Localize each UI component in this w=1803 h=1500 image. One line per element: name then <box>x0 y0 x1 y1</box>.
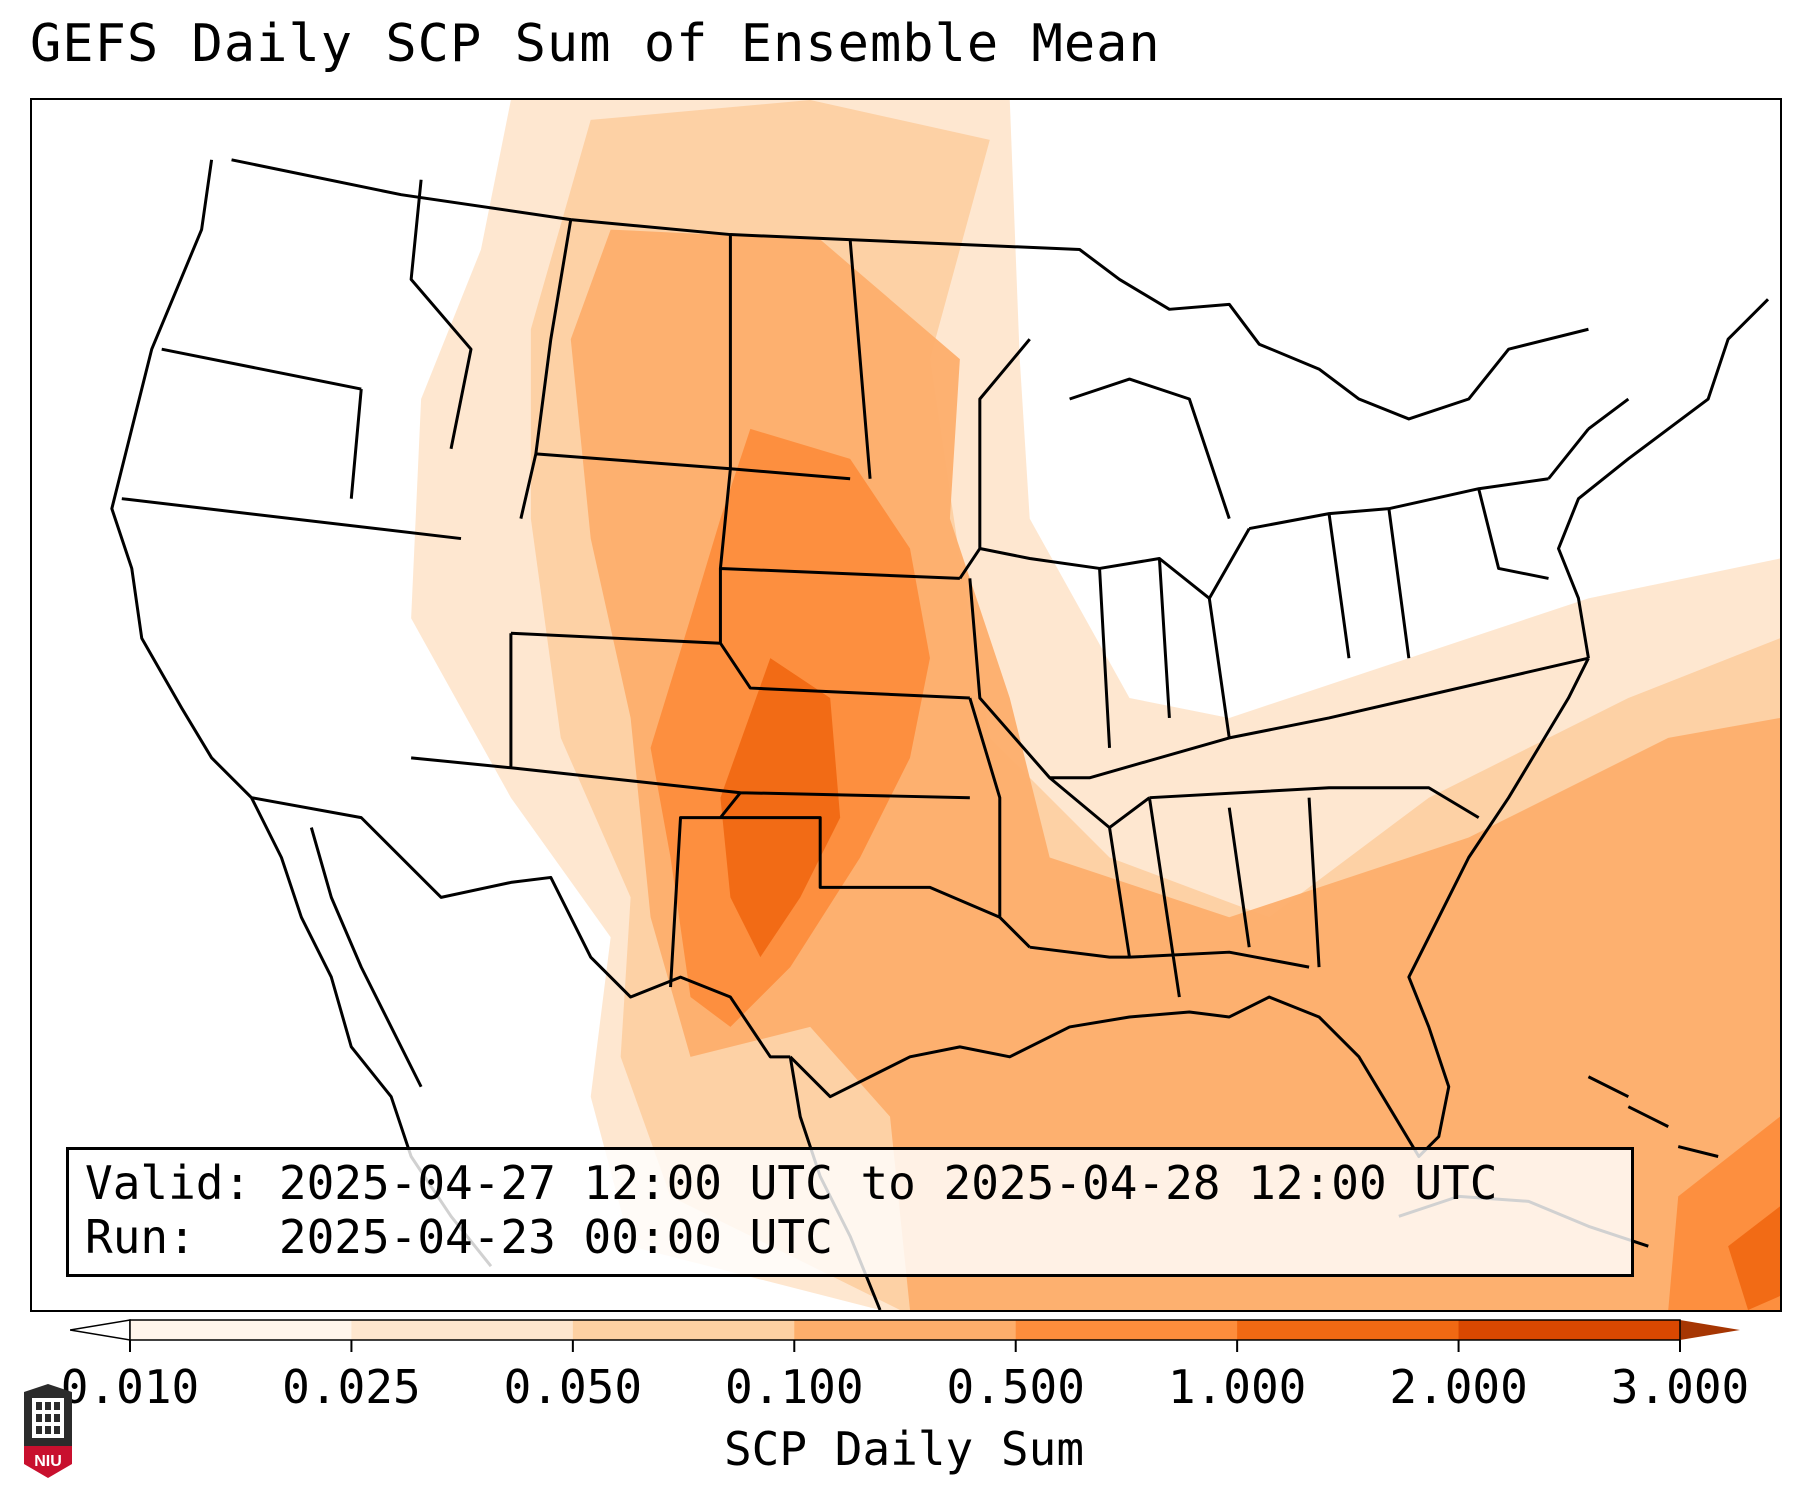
run-value: 2025-04-23 00:00 UTC <box>278 1210 833 1264</box>
colorbar-label: SCP Daily Sum <box>723 1422 1085 1476</box>
gulf-coastline <box>789 657 1590 1159</box>
colorbar-ticks <box>129 1340 1681 1352</box>
map-svg <box>110 100 1780 1310</box>
colorbar-tick-label: 0.500 <box>946 1360 1085 1414</box>
colorbar-tick-label: 0.025 <box>282 1360 421 1414</box>
map-panel <box>30 98 1782 1312</box>
colorbar-tick-label: 0.100 <box>725 1360 864 1414</box>
run-label: Run: <box>85 1210 196 1264</box>
valid-value: 2025-04-27 12:00 UTC to 2025-04-28 12:00… <box>278 1156 1498 1210</box>
bahamas <box>1587 1075 1719 1158</box>
colorbar-segment <box>572 1320 795 1340</box>
niu-logo: NIU <box>24 1384 72 1478</box>
colorbar-segment <box>1458 1320 1681 1340</box>
state-lines <box>121 179 1630 998</box>
colorbar-segment <box>130 1320 352 1340</box>
colorbar-extend-low <box>70 1319 131 1341</box>
us-mexico-border <box>251 796 791 1059</box>
colorbar-tick-label: 1.000 <box>1167 1360 1307 1414</box>
colorbar-segment <box>351 1320 574 1340</box>
colorbar-segments <box>70 1319 1740 1341</box>
colorbar-extend-high <box>1680 1320 1740 1340</box>
baja-coast <box>309 827 423 1088</box>
colorbar-tick-label: 2.000 <box>1389 1360 1528 1414</box>
colorbar-segment <box>1237 1320 1460 1340</box>
colorbar <box>70 1319 1740 1352</box>
scp-shading-region <box>1728 1206 1780 1310</box>
colorbar-tick-label: 0.010 <box>60 1360 200 1414</box>
scp-shading-region <box>720 658 841 958</box>
colorbar-segment <box>794 1320 1017 1340</box>
valid-label: Valid: <box>85 1156 252 1210</box>
east-coastline <box>1557 298 1770 659</box>
west-coastline <box>110 159 493 1268</box>
valid-run-info-box: Valid: 2025-04-27 12:00 UTC to 2025-04-2… <box>66 1147 1634 1277</box>
colorbar-tick-label: 0.050 <box>503 1360 643 1414</box>
us-canada-border <box>231 158 1589 421</box>
logo-text: NIU <box>34 1453 62 1470</box>
scp-shading-layer <box>411 100 1780 1310</box>
colorbar-segment <box>1015 1320 1238 1340</box>
colorbar-tick-label: 3.000 <box>1610 1360 1750 1414</box>
chart-title: GEFS Daily SCP Sum of Ensemble Mean <box>30 14 1161 74</box>
